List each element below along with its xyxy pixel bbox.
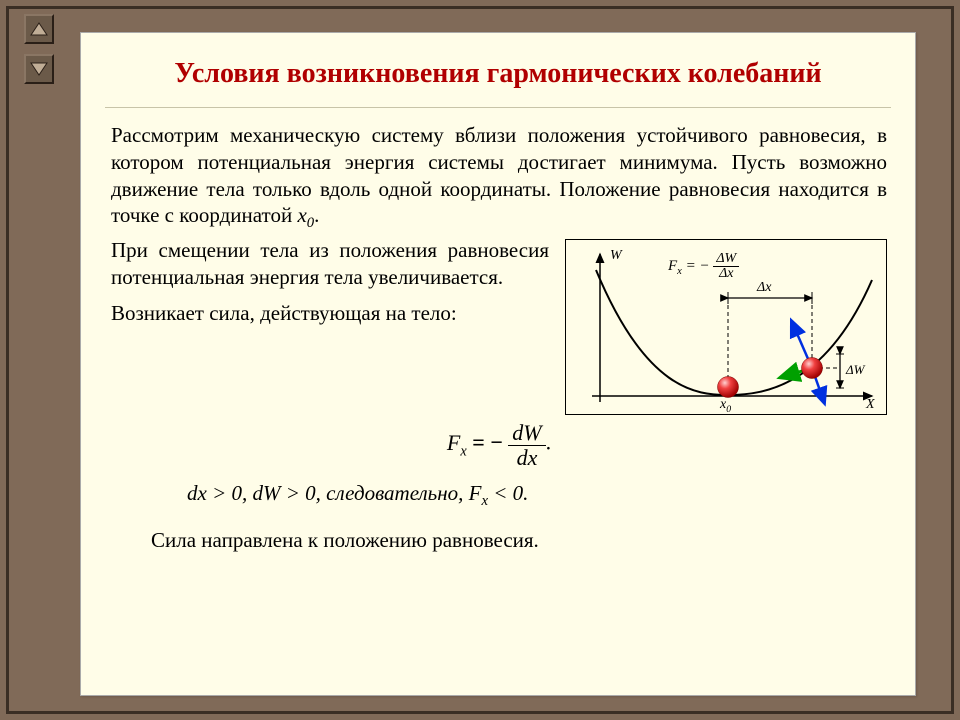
para1-text-a: Рассмотрим механическую систему вблизи п… (111, 123, 887, 228)
axis-w-label: W (610, 248, 622, 264)
x0-fig-label: x0 (720, 397, 731, 415)
para1-text-b: . (314, 203, 319, 227)
x0-symbol: x0 (297, 203, 314, 227)
slide-content: Рассмотрим механическую систему вблизи п… (81, 118, 915, 553)
left-column: При смещении тела из положения равновеси… (111, 237, 565, 415)
main-formula: Fx = − dW dx . (111, 421, 887, 468)
nav-down-button[interactable] (24, 54, 54, 84)
row-para-figure: При смещении тела из положения равновеси… (111, 237, 887, 415)
nav-up-button[interactable] (24, 14, 54, 44)
slide-card: Условия возникновения гармонических коле… (80, 32, 916, 696)
paragraph-inequality: dx > 0, dW > 0, следовательно, Fx < 0. (187, 481, 887, 510)
title-divider (105, 107, 891, 108)
formula-lhs: Fx (447, 430, 467, 455)
paragraph-intro: Рассмотрим механическую систему вблизи п… (111, 122, 887, 234)
paragraph-conclusion: Сила направлена к положению равновесия. (151, 528, 887, 553)
slide-title: Условия возникновения гармонических коле… (81, 33, 915, 107)
dw-label: ΔW (846, 362, 864, 378)
axis-x-label: X (866, 397, 875, 413)
triangle-down-icon (30, 62, 48, 76)
formula-fraction: dW dx (508, 421, 545, 468)
paragraph-displacement: При смещении тела из положения равновеси… (111, 237, 549, 291)
paragraph-force-intro: Возникает сила, действующая на тело: (111, 301, 549, 326)
potential-well-figure: W X Δx ΔW x0 Fx = − ΔWΔx (565, 239, 887, 415)
dx-label: Δx (757, 280, 771, 296)
figure-formula: Fx = − ΔWΔx (668, 252, 739, 281)
triangle-up-icon (30, 22, 48, 36)
formula-tail: . (546, 430, 552, 455)
formula-eq: = − (472, 430, 503, 455)
